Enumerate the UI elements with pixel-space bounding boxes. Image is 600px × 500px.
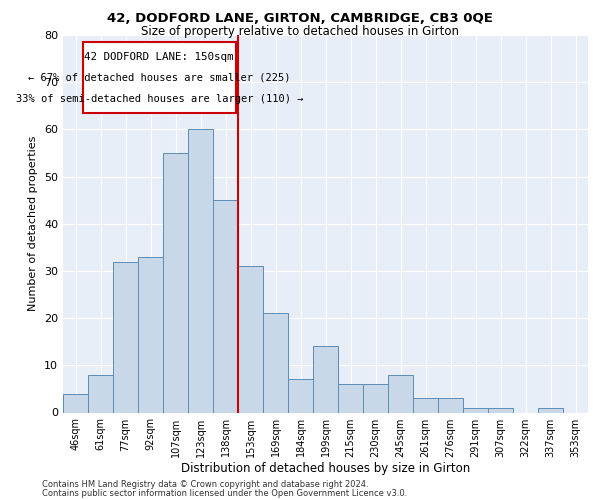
Bar: [113, 262, 138, 412]
Text: 42 DODFORD LANE: 150sqm: 42 DODFORD LANE: 150sqm: [85, 52, 234, 62]
Text: Size of property relative to detached houses in Girton: Size of property relative to detached ho…: [141, 25, 459, 38]
Text: Contains HM Land Registry data © Crown copyright and database right 2024.: Contains HM Land Registry data © Crown c…: [42, 480, 368, 489]
Text: 42, DODFORD LANE, GIRTON, CAMBRIDGE, CB3 0QE: 42, DODFORD LANE, GIRTON, CAMBRIDGE, CB3…: [107, 12, 493, 26]
Bar: [388, 375, 413, 412]
Bar: [313, 346, 338, 412]
Bar: [238, 266, 263, 412]
Text: Contains public sector information licensed under the Open Government Licence v3: Contains public sector information licen…: [42, 488, 407, 498]
Text: ← 67% of detached houses are smaller (225): ← 67% of detached houses are smaller (22…: [28, 73, 290, 83]
Bar: [163, 153, 188, 412]
Bar: [413, 398, 438, 412]
Bar: [488, 408, 513, 412]
Bar: [63, 394, 88, 412]
Bar: [138, 257, 163, 412]
Bar: [363, 384, 388, 412]
Text: 33% of semi-detached houses are larger (110) →: 33% of semi-detached houses are larger (…: [16, 94, 303, 104]
FancyBboxPatch shape: [83, 42, 235, 113]
Bar: [338, 384, 363, 412]
Bar: [438, 398, 463, 412]
Bar: [288, 380, 313, 412]
Bar: [263, 314, 288, 412]
Bar: [88, 375, 113, 412]
X-axis label: Distribution of detached houses by size in Girton: Distribution of detached houses by size …: [181, 462, 470, 475]
Bar: [188, 130, 213, 412]
Y-axis label: Number of detached properties: Number of detached properties: [28, 136, 38, 312]
Bar: [213, 200, 238, 412]
Bar: [463, 408, 488, 412]
Bar: [538, 408, 563, 412]
